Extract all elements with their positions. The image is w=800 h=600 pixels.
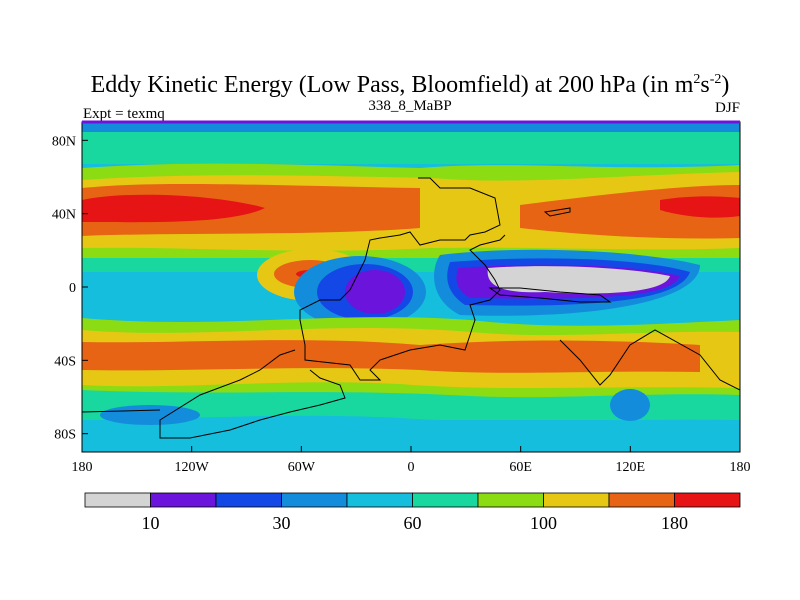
x-tick-label: 180 bbox=[72, 460, 93, 475]
colorbar-swatch bbox=[84, 492, 151, 508]
colorbar-swatch bbox=[543, 492, 610, 508]
nh-core-red-1 bbox=[82, 194, 265, 223]
x-tick-label: 60E bbox=[509, 460, 532, 475]
x-tick-label: 180 bbox=[730, 460, 751, 475]
y-tick-label: 40N bbox=[52, 208, 76, 223]
north-band-green bbox=[82, 132, 740, 164]
colorbar-swatch bbox=[412, 492, 479, 508]
map-field bbox=[82, 122, 740, 452]
y-tick-label: 80N bbox=[52, 134, 76, 149]
axis-ticks: 180 120W 60W 0 60E 120E 180 80N 40N 0 40S 80S bbox=[52, 134, 751, 475]
x-tick-label: 120E bbox=[616, 460, 646, 475]
x-tick-label: 60W bbox=[288, 460, 316, 475]
colorbar-swatch bbox=[346, 492, 413, 508]
colorbar: 10 30 60 100 180 bbox=[84, 492, 741, 533]
colorbar-swatch bbox=[281, 492, 348, 508]
nh-core-red-2 bbox=[660, 196, 740, 218]
colorbar-swatch bbox=[215, 492, 282, 508]
north-polar-band bbox=[82, 122, 740, 132]
chart-title: Eddy Kinetic Energy (Low Pass, Bloomfiel… bbox=[91, 72, 730, 98]
sh-south-green bbox=[82, 390, 740, 422]
y-tick-label: 80S bbox=[54, 428, 76, 443]
colorbar-swatch bbox=[477, 492, 544, 508]
colorbar-label: 30 bbox=[273, 513, 291, 533]
x-tick-label: 0 bbox=[408, 460, 415, 475]
subtitle-right: DJF bbox=[715, 100, 740, 116]
colorbar-label: 180 bbox=[661, 513, 688, 533]
sa-purple bbox=[345, 270, 405, 314]
tropic-gray bbox=[487, 266, 670, 294]
y-tick-label: 40S bbox=[54, 354, 76, 369]
sh-cyan-patch-west bbox=[100, 405, 200, 425]
colorbar-label: 60 bbox=[404, 513, 422, 533]
coastline bbox=[82, 177, 740, 439]
subtitle-center: 338_8_MaBP bbox=[368, 98, 451, 114]
subtitle-left: Expt = texmq bbox=[83, 106, 165, 122]
colorbar-swatch bbox=[608, 492, 675, 508]
colorbar-swatch bbox=[150, 492, 217, 508]
y-tick-label: 0 bbox=[69, 281, 76, 296]
colorbar-label: 10 bbox=[142, 513, 160, 533]
sh-cyan-patch-east bbox=[610, 389, 650, 421]
colorbar-swatch bbox=[674, 492, 741, 508]
x-tick-label: 120W bbox=[175, 460, 210, 475]
colorbar-label: 100 bbox=[530, 513, 557, 533]
